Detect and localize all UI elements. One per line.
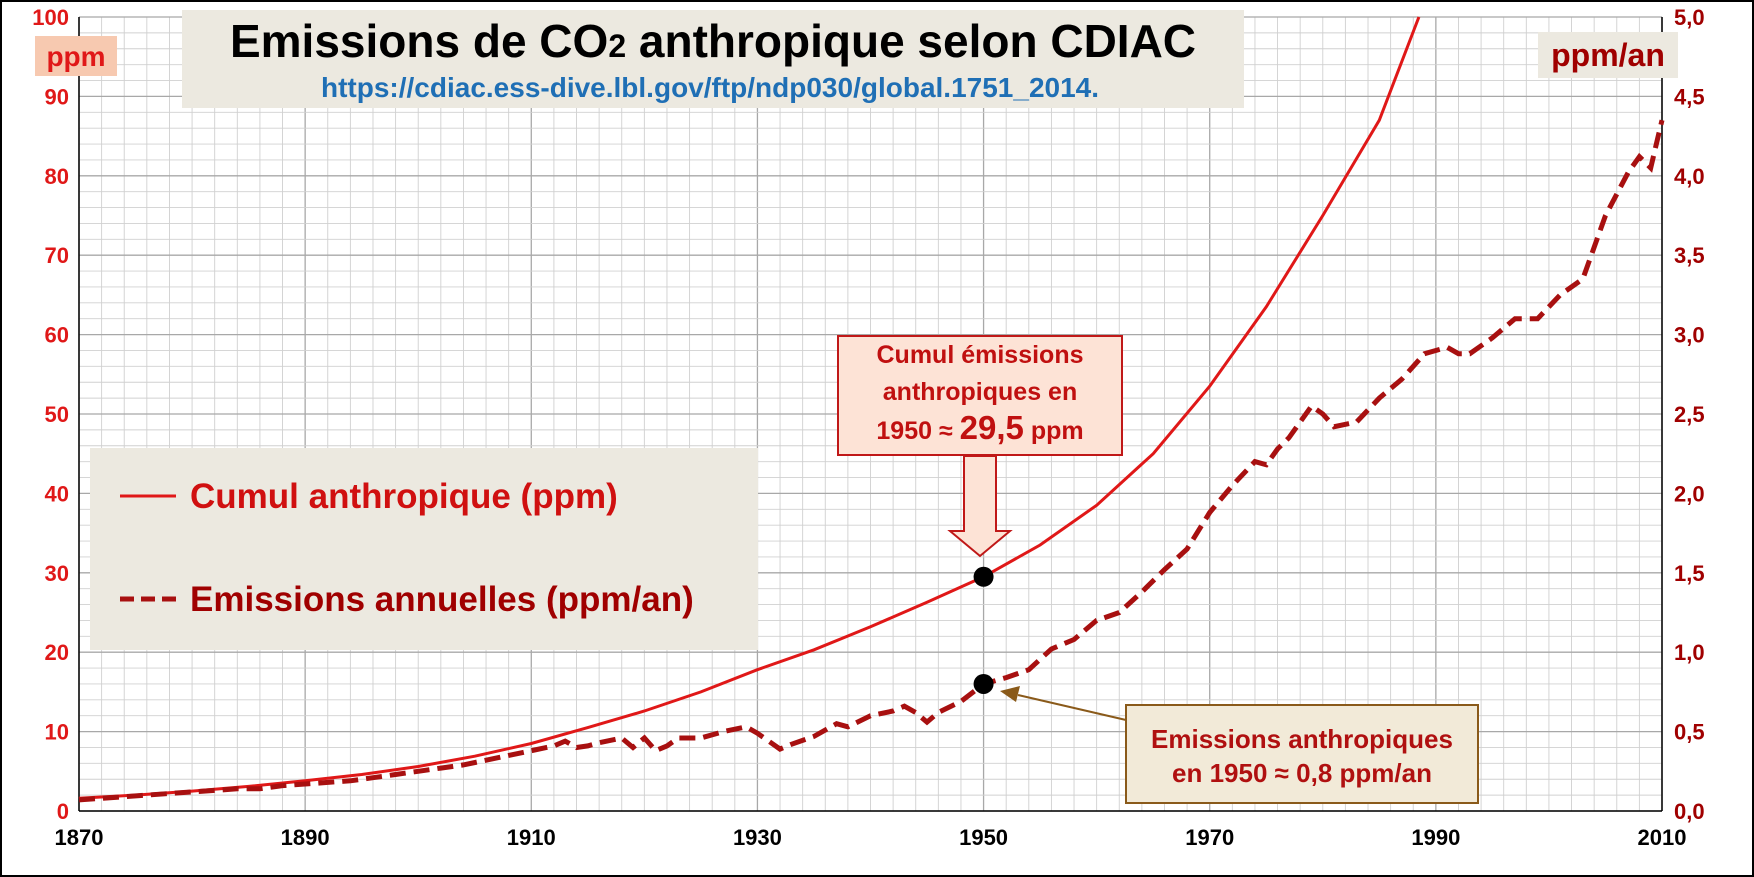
y-right-tick-label: 1,5	[1674, 561, 1705, 586]
callout-cumul-line3: 1950 ≈ 29,5 ppm	[876, 409, 1083, 446]
title-panel	[182, 10, 1244, 108]
y-left-tick-label: 20	[45, 640, 69, 665]
right-unit-badge	[1538, 32, 1678, 78]
y-right-tick-label: 5,0	[1674, 5, 1705, 30]
series	[78, 16, 1665, 803]
x-tick-label: 1890	[281, 825, 330, 850]
y-right-tick-label: 3,0	[1674, 323, 1705, 348]
y-right-tick-label: 3,5	[1674, 243, 1705, 268]
chart-title: Emissions de CO2 anthropique selon CDIAC	[230, 15, 1196, 67]
y-left-tick-label: 100	[32, 5, 69, 30]
y-right-tick-label: 1,0	[1674, 640, 1705, 665]
legend-label-cumul: Cumul anthropique (ppm)	[190, 477, 618, 516]
y-left-tick-label: 90	[45, 84, 69, 109]
y-right-tick-label: 0,5	[1674, 720, 1705, 745]
x-tick-label: 1950	[959, 825, 1008, 850]
chart-title-subscript: 2	[608, 28, 626, 64]
left-unit-label: ppm	[46, 41, 105, 72]
legend-label-annual: Emissions annuelles (ppm/an)	[190, 580, 694, 619]
y-right-tick-label: 0,0	[1674, 799, 1705, 824]
callout-annual-box	[1125, 704, 1479, 804]
markers	[973, 566, 994, 694]
y-left-tick-label: 10	[45, 720, 69, 745]
callout-cumul-suffix: ppm	[1024, 417, 1084, 445]
callout-cumul-line2: anthropiques en	[883, 378, 1077, 406]
callout-annual-line1: Emissions anthropiques	[1151, 724, 1453, 754]
callout-annual-leader	[1017, 694, 1127, 721]
series-line-annual	[78, 119, 1665, 803]
callout-cumul-line1: Cumul émissions	[877, 341, 1084, 369]
x-tick-label: 1910	[507, 825, 556, 850]
x-tick-label: 2010	[1638, 825, 1687, 850]
y-right-tick-label: 4,0	[1674, 164, 1705, 189]
y-left-tick-label: 70	[45, 243, 69, 268]
source-url: https://cdiac.ess-dive.lbl.gov/ftp/ndp03…	[321, 72, 1099, 103]
x-tick-label: 1870	[55, 825, 104, 850]
callout-cumul-box	[837, 335, 1123, 456]
y-left-tick-label: 60	[45, 323, 69, 348]
x-tick-label: 1930	[733, 825, 782, 850]
chart-title-rest: anthropique selon CDIAC	[626, 15, 1196, 67]
tick-labels: 0 10 20 30 40 50 60 70 80 90 100 0,0 0,5 1,0 1,5 2,0 2,5…	[32, 5, 1704, 850]
y-left-tick-label: 80	[45, 164, 69, 189]
x-tick-label: 1970	[1185, 825, 1234, 850]
x-tick-label: 1990	[1411, 825, 1460, 850]
y-right-tick-label: 4,5	[1674, 84, 1705, 109]
y-left-tick-label: 40	[45, 481, 69, 506]
legend-panel	[90, 448, 758, 650]
series-line-cumul	[78, 16, 1421, 800]
marker-annual-1950	[973, 673, 994, 694]
y-right-tick-label: 2,5	[1674, 402, 1705, 427]
callout-annual-line2: en 1950 ≈ 0,8 ppm/an	[1172, 758, 1432, 788]
right-unit-label: ppm/an	[1551, 37, 1665, 73]
y-left-tick-label: 0	[57, 799, 69, 824]
callout-annual-arrowhead	[1000, 686, 1020, 702]
chart-title-main: Emissions de CO	[230, 15, 608, 67]
left-unit-badge	[35, 36, 117, 76]
y-left-tick-label: 30	[45, 561, 69, 586]
y-right-tick-label: 2,0	[1674, 481, 1705, 506]
callout-cumul-arrow	[947, 455, 1013, 558]
callout-cumul-prefix: 1950 ≈	[876, 417, 959, 445]
marker-cumul-1950	[973, 566, 994, 587]
callout-cumul-value: 29,5	[960, 409, 1024, 446]
y-left-tick-label: 50	[45, 402, 69, 427]
